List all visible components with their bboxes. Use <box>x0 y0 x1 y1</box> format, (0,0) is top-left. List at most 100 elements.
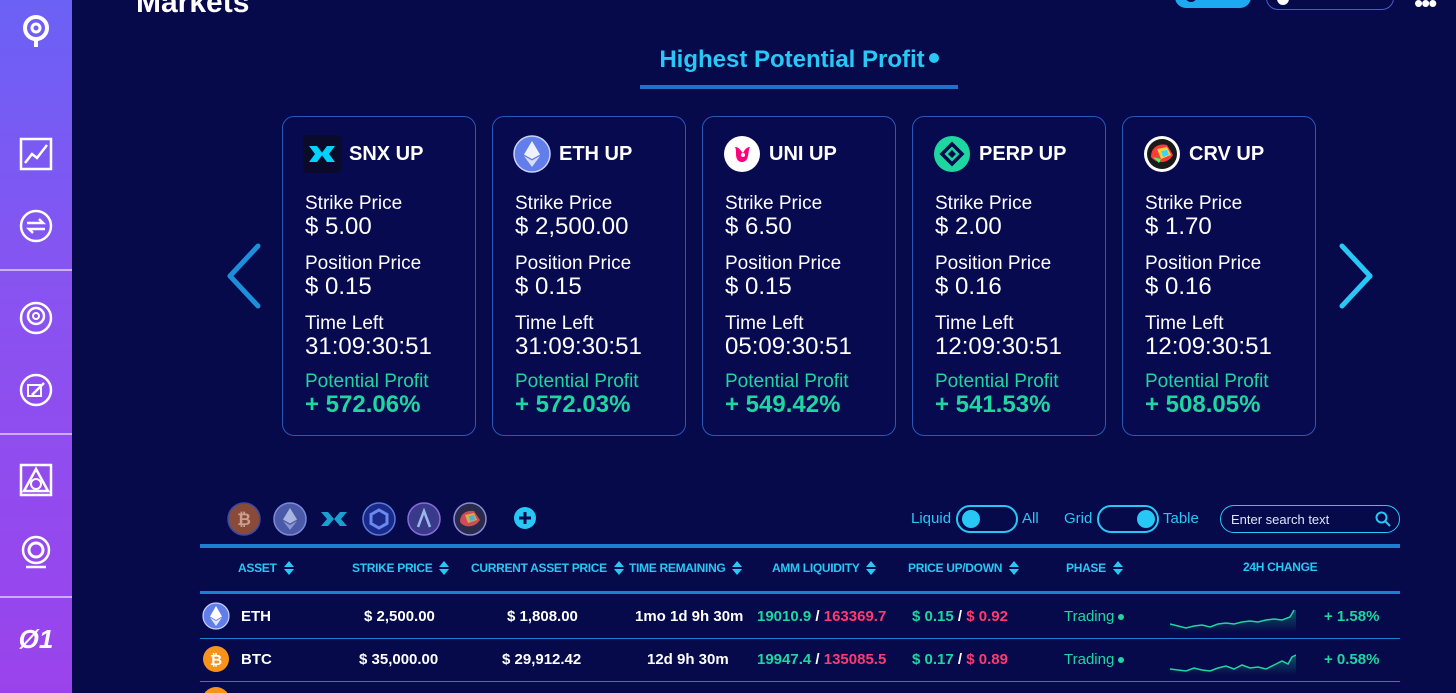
search-box[interactable] <box>1220 505 1400 533</box>
header-current-asset-price[interactable]: CURRENT ASSET PRICE <box>471 560 625 576</box>
btc-icon: ₿ <box>202 645 230 673</box>
potential-profit-label: Potential Profit <box>1145 371 1269 392</box>
market-card[interactable]: ETH UP Strike Price $ 2,500.00 Position … <box>492 116 686 436</box>
carousel-prev-button[interactable] <box>222 240 266 312</box>
edit-icon[interactable] <box>18 372 54 408</box>
sort-icon[interactable] <box>865 560 877 576</box>
table-row[interactable]: ₿ BTC $ 35,000.00 $ 29,912.42 12d 9h 30m… <box>200 639 1400 681</box>
sort-icon[interactable] <box>613 560 625 576</box>
time-left-value: 05:09:30:51 <box>725 333 852 360</box>
overtime-logo[interactable]: Ø1 <box>18 624 54 654</box>
liquidity-up: 19010.9 <box>757 608 812 625</box>
table-row[interactable]: ETH $ 2,500.00 $ 1,808.00 1mo 1d 9h 30m … <box>200 596 1400 638</box>
market-card[interactable]: SNX UP Strike Price $ 5.00 Position Pric… <box>282 116 476 436</box>
search-input[interactable] <box>1231 510 1371 528</box>
potential-profit-value: + 549.42% <box>725 391 841 418</box>
card-header: CRV UP <box>1143 135 1264 173</box>
chart-icon[interactable] <box>18 136 54 172</box>
phase-dot-icon <box>1118 614 1125 621</box>
header-asset[interactable]: ASSET <box>238 560 295 576</box>
potential-profit-value: + 572.03% <box>515 391 631 418</box>
header-phase[interactable]: PHASE <box>1066 560 1124 576</box>
carousel-next-button[interactable] <box>1334 240 1378 312</box>
network-button[interactable] <box>1266 0 1394 10</box>
wallet-button[interactable] <box>1175 0 1251 8</box>
strike-price: $ 2,500.00 <box>364 608 435 625</box>
section-title-text: Highest Potential Profit <box>659 46 925 73</box>
header-label: ASSET <box>238 561 277 575</box>
time-left-value: 31:09:30:51 <box>515 333 642 360</box>
sort-icon[interactable] <box>1112 560 1124 576</box>
info-dot-icon <box>928 52 939 63</box>
potential-profit-value: + 541.53% <box>935 391 1051 418</box>
strike-price-value: $ 2,500.00 <box>515 213 629 240</box>
snx-icon <box>303 135 341 173</box>
position-price-label: Position Price <box>305 253 422 274</box>
amm-liquidity: 19947.4 / 135085.5 <box>757 651 886 668</box>
time-left-label: Time Left <box>725 313 804 334</box>
row-divider <box>200 681 1400 682</box>
section-title: Highest Potential Profit <box>640 46 958 74</box>
search-icon[interactable] <box>1375 511 1391 527</box>
price-separator: / <box>953 651 967 668</box>
header-strike-price[interactable]: STRIKE PRICE <box>352 560 450 576</box>
strike-price-value: $ 1.70 <box>1145 213 1212 240</box>
potential-profit-value: + 508.05% <box>1145 391 1261 418</box>
section-underline <box>640 85 958 89</box>
price-up-down: $ 0.17 / $ 0.89 <box>912 651 1008 668</box>
header-label: STRIKE PRICE <box>352 561 433 575</box>
sort-icon[interactable] <box>731 560 743 576</box>
card-header: SNX UP <box>303 135 423 173</box>
header-time-remaining[interactable]: TIME REMAINING <box>629 560 743 576</box>
time-left-label: Time Left <box>1145 313 1224 334</box>
strike-price-label: Strike Price <box>305 193 403 214</box>
position-price-label: Position Price <box>935 253 1052 274</box>
token-icon[interactable] <box>18 534 54 570</box>
more-menu-icon[interactable]: ••• <box>1414 0 1437 18</box>
card-title: UNI UP <box>769 142 837 165</box>
grid-table-toggle[interactable] <box>1097 505 1159 533</box>
sort-icon[interactable] <box>1008 560 1020 576</box>
market-card[interactable]: UNI UP Strike Price $ 6.50 Position Pric… <box>702 116 896 436</box>
thales-logo-icon[interactable] <box>18 14 54 50</box>
strike-price-label: Strike Price <box>1145 193 1243 214</box>
sort-icon[interactable] <box>283 560 295 576</box>
crv-filter-icon[interactable] <box>453 502 487 536</box>
btc-filter-icon[interactable]: ₿ <box>227 502 261 536</box>
triangle-icon[interactable] <box>18 462 54 498</box>
strike-price: $ 35,000.00 <box>359 651 439 668</box>
time-left-value: 31:09:30:51 <box>305 333 432 360</box>
svg-text:₿: ₿ <box>210 651 222 669</box>
header-label: AMM LIQUIDITY <box>772 561 860 575</box>
add-coin-icon[interactable] <box>513 506 537 530</box>
phase-status: Trading <box>1064 608 1125 625</box>
header-price-up-down[interactable]: PRICE UP/DOWN <box>908 560 1020 576</box>
liquidity-separator: / <box>811 608 824 625</box>
strike-price-value: $ 2.00 <box>935 213 1002 240</box>
eth-filter-icon[interactable] <box>273 502 307 536</box>
strike-price-value: $ 5.00 <box>305 213 372 240</box>
sort-icon[interactable] <box>438 560 450 576</box>
link-filter-icon[interactable] <box>362 502 396 536</box>
aave-filter-icon[interactable] <box>407 502 441 536</box>
time-remaining: 12d 9h 30m <box>647 651 729 668</box>
target-icon[interactable] <box>18 300 54 336</box>
market-card[interactable]: CRV UP Strike Price $ 1.70 Position Pric… <box>1122 116 1316 436</box>
sidebar-divider <box>0 433 72 435</box>
toggle-knob <box>1137 510 1155 528</box>
time-left-label: Time Left <box>935 313 1014 334</box>
header-label: 24H CHANGE <box>1243 560 1318 574</box>
liquidity-down: 135085.5 <box>823 651 887 668</box>
snx-filter-icon[interactable] <box>317 502 351 536</box>
header-amm-liquidity[interactable]: AMM LIQUIDITY <box>772 560 877 576</box>
swap-icon[interactable] <box>18 208 54 244</box>
card-header: UNI UP <box>723 135 837 173</box>
market-card[interactable]: PERP UP Strike Price $ 2.00 Position Pri… <box>912 116 1106 436</box>
row-divider <box>200 638 1400 639</box>
liquid-all-toggle[interactable] <box>956 505 1018 533</box>
sidebar-divider <box>0 269 72 271</box>
eth-icon <box>513 135 551 173</box>
strike-price-label: Strike Price <box>935 193 1033 214</box>
sparkline-chart <box>1170 609 1296 632</box>
eth-icon <box>202 602 230 630</box>
